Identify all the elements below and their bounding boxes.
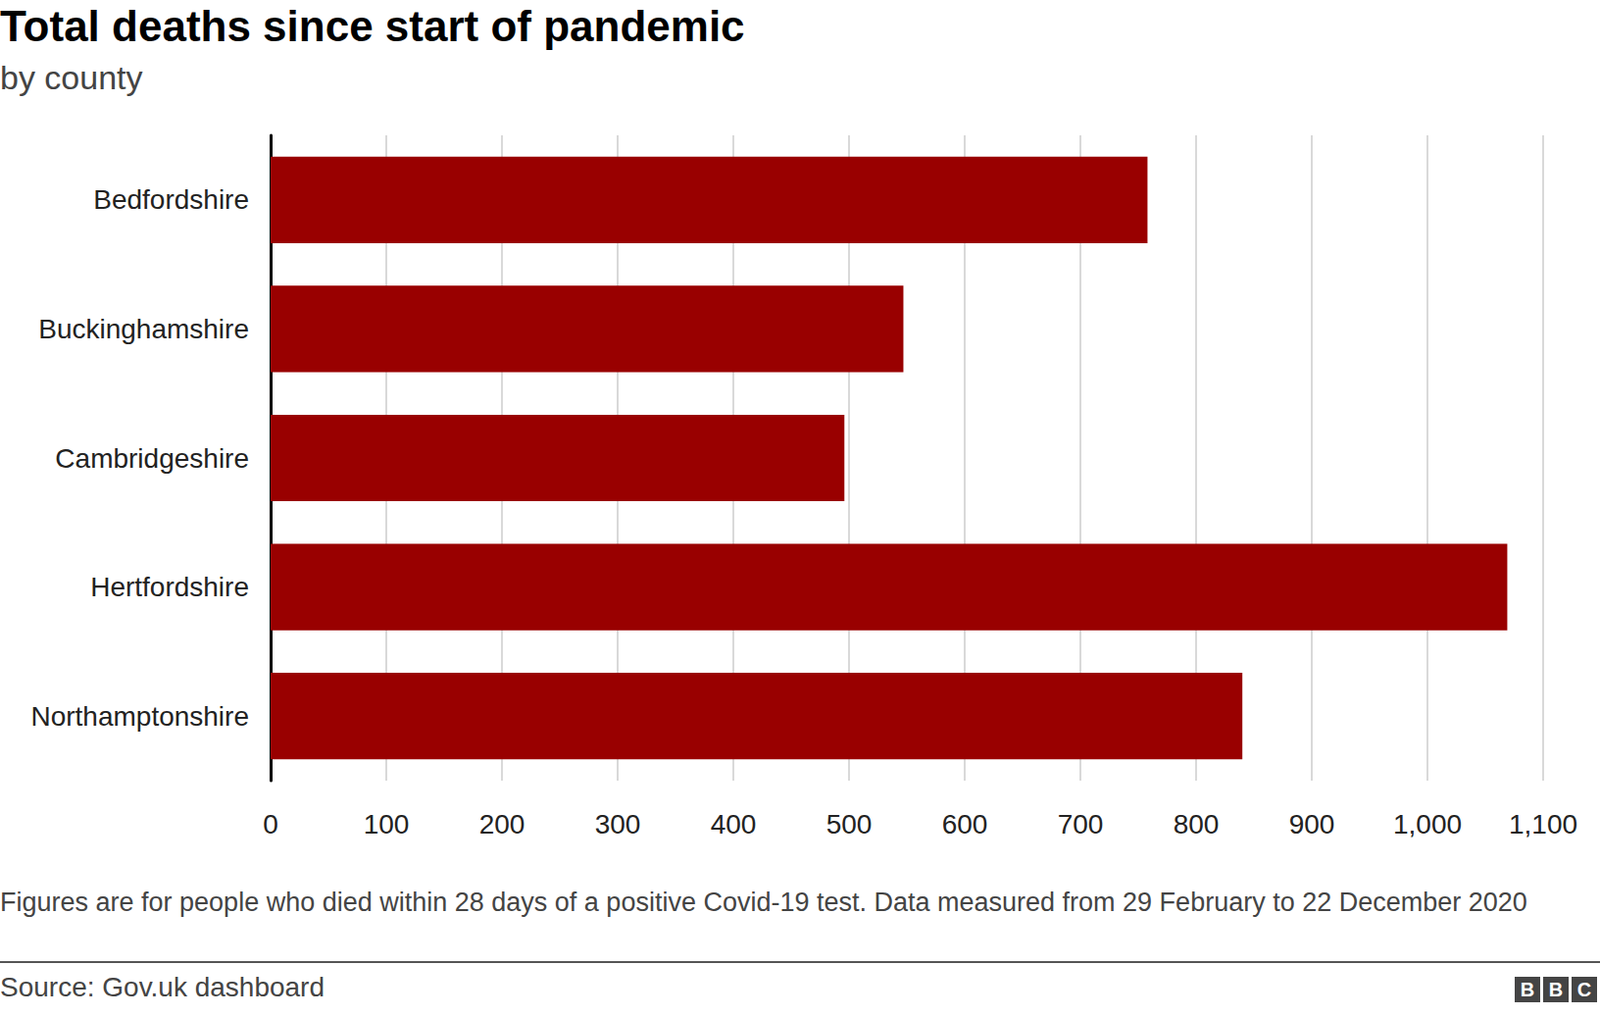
svg-text:1,000: 1,000	[1393, 808, 1462, 840]
svg-text:Cambridgeshire: Cambridgeshire	[54, 443, 250, 474]
svg-text:B: B	[1520, 978, 1535, 1000]
svg-text:B: B	[1549, 978, 1563, 1000]
svg-text:Figures are for people who die: Figures are for people who died within 2…	[0, 887, 1528, 917]
svg-text:800: 800	[1173, 808, 1220, 840]
svg-text:400: 400	[710, 808, 757, 840]
svg-text:Buckinghamshire: Buckinghamshire	[38, 313, 250, 345]
svg-text:Bedfordshire: Bedfordshire	[93, 184, 250, 215]
svg-text:0: 0	[262, 808, 279, 840]
svg-text:600: 600	[942, 808, 989, 840]
svg-text:500: 500	[826, 808, 873, 840]
svg-text:700: 700	[1057, 808, 1104, 840]
svg-text:C: C	[1577, 978, 1592, 1000]
svg-text:100: 100	[363, 808, 410, 840]
svg-text:900: 900	[1289, 808, 1336, 840]
svg-text:Hertfordshire: Hertfordshire	[90, 571, 250, 602]
svg-text:Source: Gov.uk dashboard: Source: Gov.uk dashboard	[0, 971, 325, 1002]
svg-text:Northamptonshire: Northamptonshire	[30, 700, 250, 732]
svg-text:by county: by county	[0, 58, 144, 97]
svg-text:Total deaths since start of pa: Total deaths since start of pandemic	[0, 1, 746, 50]
svg-text:300: 300	[595, 808, 642, 840]
svg-text:1,100: 1,100	[1508, 808, 1578, 840]
svg-text:200: 200	[479, 808, 526, 840]
